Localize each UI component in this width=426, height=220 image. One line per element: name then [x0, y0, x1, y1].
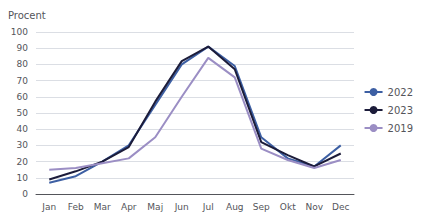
svg-text:Jul: Jul	[202, 202, 214, 212]
svg-text:90: 90	[17, 43, 29, 53]
svg-text:60: 60	[17, 92, 29, 102]
svg-text:Feb: Feb	[68, 202, 84, 212]
svg-text:Mar: Mar	[94, 202, 111, 212]
svg-text:100: 100	[11, 27, 28, 37]
svg-text:2023: 2023	[388, 105, 413, 116]
svg-text:30: 30	[17, 140, 29, 150]
svg-text:40: 40	[17, 124, 29, 134]
svg-text:Jan: Jan	[41, 202, 56, 212]
svg-text:Maj: Maj	[147, 202, 163, 212]
svg-text:Procent: Procent	[8, 10, 46, 21]
svg-text:Nov: Nov	[305, 202, 323, 212]
svg-text:Jun: Jun	[174, 202, 189, 212]
svg-text:10: 10	[17, 173, 29, 183]
svg-text:20: 20	[17, 157, 29, 167]
svg-text:70: 70	[17, 76, 29, 86]
svg-text:Aug: Aug	[226, 202, 244, 212]
svg-text:Sep: Sep	[253, 202, 270, 212]
svg-text:Dec: Dec	[332, 202, 349, 212]
svg-text:80: 80	[17, 59, 29, 69]
svg-text:2019: 2019	[388, 123, 413, 134]
svg-text:Apr: Apr	[121, 202, 137, 212]
svg-text:50: 50	[17, 108, 29, 118]
svg-text:0: 0	[22, 189, 28, 199]
svg-text:Okt: Okt	[280, 202, 296, 212]
svg-text:2022: 2022	[388, 87, 413, 98]
